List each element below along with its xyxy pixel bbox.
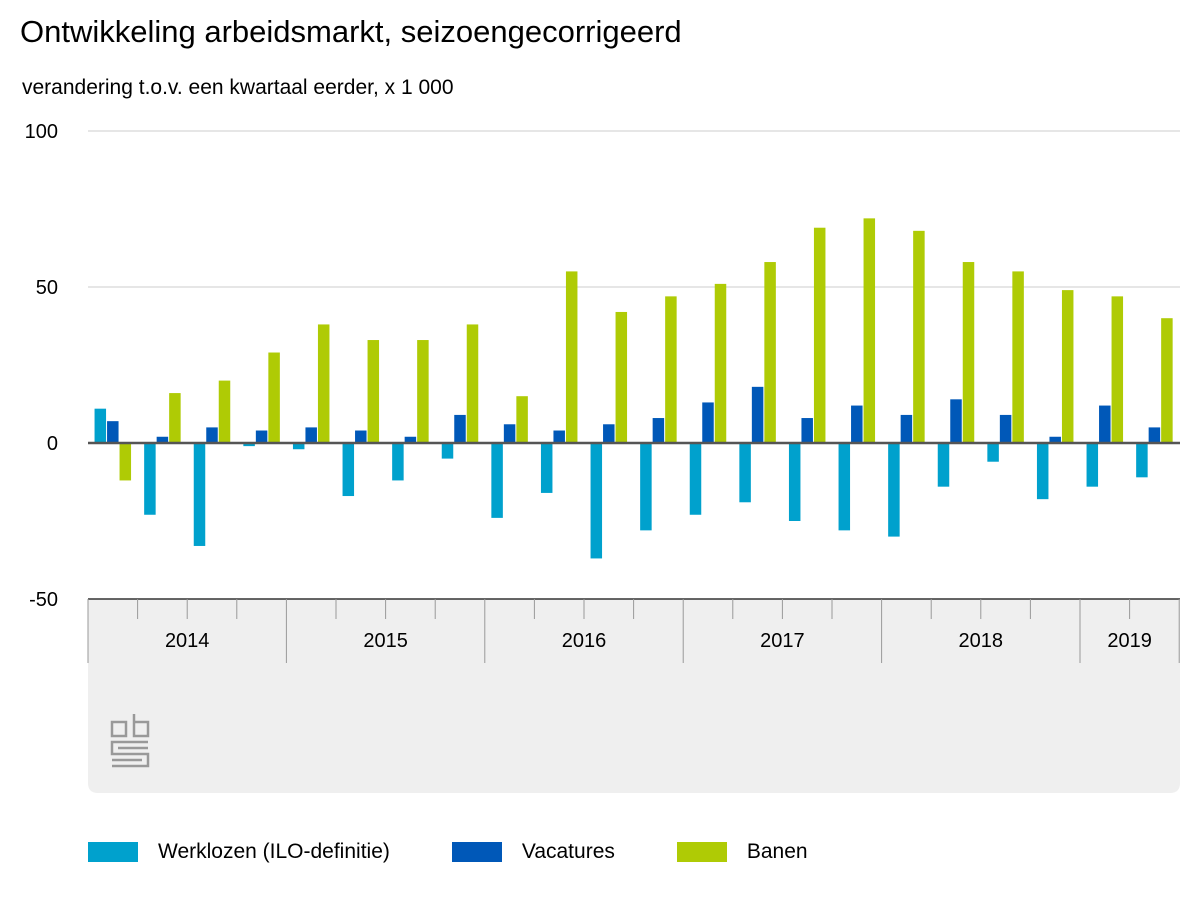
bar-vacatures <box>1049 436 1061 443</box>
bar-chart: -50 0 50 100 2014 2015 2016 2017 2018 2019 <box>25 121 1180 793</box>
x-year-label: 2018 <box>959 630 1004 652</box>
bar-banen <box>1161 318 1173 443</box>
bar-werklozen <box>987 443 999 462</box>
bar-vacatures <box>950 399 962 443</box>
bar-werklozen <box>888 443 900 537</box>
bar-werklozen <box>342 443 355 497</box>
bar-banen <box>119 443 132 481</box>
legend-label-werklozen: Werklozen (ILO-definitie) <box>158 840 390 863</box>
bar-vacatures <box>107 421 119 443</box>
legend-item-vacatures: Vacatures <box>451 840 615 864</box>
x-year-label: 2014 <box>165 630 210 652</box>
bar-banen <box>764 262 776 443</box>
legend-label-banen: Banen <box>746 840 808 863</box>
x-year-label: 2017 <box>760 630 805 652</box>
bar-vacatures <box>999 414 1012 443</box>
bar-banen <box>268 352 280 443</box>
bar-werklozen <box>689 443 702 515</box>
x-year-label: 2016 <box>562 630 607 652</box>
cbs-logo-icon <box>110 714 150 768</box>
bar-vacatures <box>801 418 813 443</box>
bar-werklozen <box>243 443 255 447</box>
bar-vacatures <box>305 427 317 443</box>
bar-vacatures <box>404 436 417 443</box>
bar-banen <box>169 393 181 443</box>
chart-title: Ontwikkeling arbeidsmarkt, seizoengecorr… <box>20 14 682 49</box>
bar-werklozen <box>1036 443 1049 500</box>
bar-werklozen <box>1136 443 1148 478</box>
bar-vacatures <box>206 427 218 443</box>
bar-werklozen <box>590 443 603 559</box>
cbs-logo <box>110 712 150 775</box>
bar-banen <box>1061 290 1074 443</box>
bar-werklozen <box>788 443 801 521</box>
bar-vacatures <box>454 414 466 443</box>
chart-legend: Werklozen (ILO-definitie) Vacatures Bane… <box>88 840 870 864</box>
bar-werklozen <box>94 408 107 443</box>
bar-vacatures <box>355 430 367 443</box>
y-tick-label: -50 <box>29 589 58 611</box>
bar-vacatures <box>900 414 913 443</box>
bar-banen <box>615 311 628 443</box>
bar-banen <box>417 340 429 443</box>
bar-werklozen <box>1086 443 1099 487</box>
bar-banen <box>516 396 528 443</box>
x-year-label: 2015 <box>363 630 408 652</box>
bar-banen <box>962 262 975 443</box>
bar-vacatures <box>503 424 516 443</box>
bar-werklozen <box>540 443 553 493</box>
bar-vacatures <box>255 430 268 443</box>
bar-werklozen <box>491 443 503 518</box>
bar-banen <box>317 324 330 443</box>
bar-banen <box>466 324 479 443</box>
bar-vacatures <box>652 418 665 443</box>
legend-swatch-banen <box>676 842 727 862</box>
bar-werklozen <box>193 443 206 546</box>
bar-banen <box>813 227 826 443</box>
y-tick-label: 50 <box>36 277 58 299</box>
bar-banen <box>913 230 925 443</box>
bar-banen <box>863 218 876 443</box>
bar-werklozen <box>292 443 305 450</box>
chart-subtitle: verandering t.o.v. een kwartaal eerder, … <box>22 76 454 99</box>
bar-banen <box>218 380 231 443</box>
bar-banen <box>714 283 727 443</box>
bar-vacatures <box>553 430 565 443</box>
bar-banen <box>367 340 380 443</box>
bar-banen <box>1111 296 1124 443</box>
legend-item-banen: Banen <box>676 840 808 864</box>
x-year-label: 2019 <box>1107 630 1152 652</box>
bar-vacatures <box>1148 427 1161 443</box>
bar-banen <box>665 296 677 443</box>
bar-banen <box>565 271 578 443</box>
x-axis-panel <box>88 599 1180 793</box>
y-tick-label: 100 <box>25 121 58 143</box>
bar-werklozen <box>937 443 950 487</box>
bar-vacatures <box>851 405 863 443</box>
legend-swatch-werklozen <box>88 842 138 862</box>
legend-label-vacatures: Vacatures <box>521 840 615 863</box>
bar-vacatures <box>751 386 764 443</box>
bar-vacatures <box>702 402 714 443</box>
legend-swatch-vacatures <box>451 842 502 862</box>
bar-werklozen <box>640 443 652 531</box>
bar-werklozen <box>144 443 156 515</box>
legend-item-werklozen: Werklozen (ILO-definitie) <box>88 840 390 864</box>
bar-vacatures <box>1099 405 1111 443</box>
bar-banen <box>1012 271 1024 443</box>
bar-werklozen <box>392 443 404 481</box>
bar-werklozen <box>739 443 751 503</box>
bar-werklozen <box>441 443 454 459</box>
bar-vacatures <box>603 424 615 443</box>
y-tick-label: 0 <box>47 433 58 455</box>
bar-vacatures <box>156 436 169 443</box>
bar-werklozen <box>838 443 851 531</box>
